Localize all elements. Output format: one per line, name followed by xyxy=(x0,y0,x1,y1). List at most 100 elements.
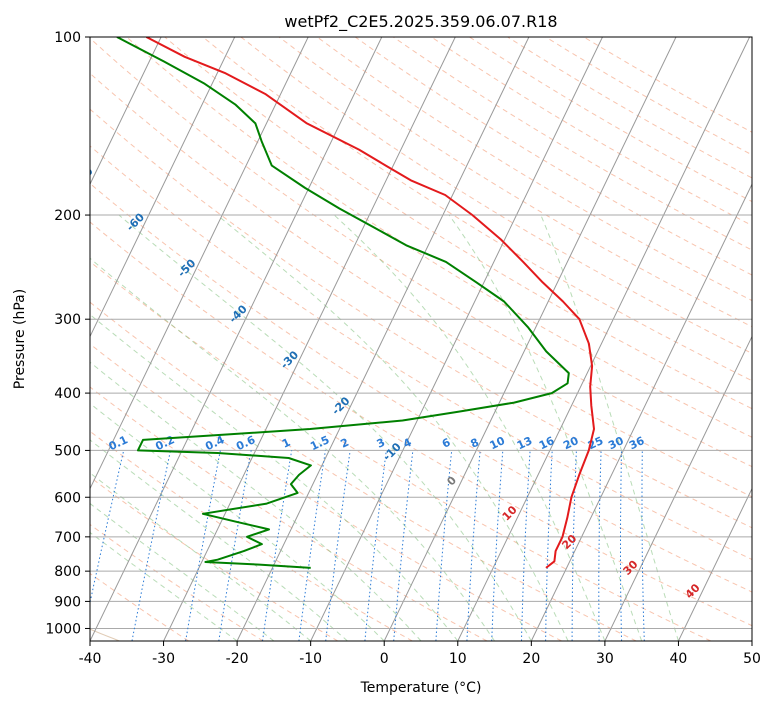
chart-title: wetPf2_C2E5.2025.359.06.07.R18 xyxy=(284,12,557,32)
y-tick-label: 800 xyxy=(54,564,81,580)
adiabat-lines xyxy=(90,37,752,641)
dry-adiabat-line xyxy=(90,476,339,641)
mixing-ratio-line xyxy=(598,450,602,641)
dry-adiabat-line xyxy=(90,572,189,641)
isotherm-line xyxy=(751,639,752,641)
mixing-ratio-line xyxy=(262,450,293,641)
dry-adiabat-line xyxy=(90,386,488,641)
dry-adiabat-line xyxy=(354,37,752,276)
dry-adiabat-line xyxy=(126,37,752,438)
dry-adiabat-line xyxy=(90,37,752,468)
adiabat-value-label: 40 xyxy=(683,581,703,601)
mixing-ratio-line xyxy=(364,450,387,641)
moist-adiabat-line xyxy=(333,214,606,641)
axis-ticks: -40 -30 -20 -10 0 10 20 30 40 5010009008007006005… xyxy=(45,30,761,667)
mixing-ratio-label: 20 xyxy=(561,434,581,452)
dewpoint-profile xyxy=(116,37,570,569)
moist-adiabat-line xyxy=(90,531,238,641)
x-tick-label: 20 xyxy=(522,651,540,667)
dry-adiabat-line xyxy=(469,37,752,203)
isotherm-line xyxy=(457,37,751,641)
isotherm-line xyxy=(236,37,530,641)
y-tick-label: 900 xyxy=(54,594,81,610)
plot-frame xyxy=(89,36,753,642)
moist-adiabat-line xyxy=(448,214,643,641)
x-tick-label: -30 xyxy=(152,651,175,667)
isotherm-line xyxy=(163,37,456,641)
adiabat-value-label: -50 xyxy=(175,256,198,279)
mixing-ratio-line xyxy=(393,450,414,641)
temperature-profile xyxy=(145,37,595,569)
mixing-ratio-line xyxy=(325,450,351,641)
mixing-ratio-line xyxy=(491,450,504,641)
y-tick-label: 400 xyxy=(54,386,81,402)
dry-adiabat-line xyxy=(316,37,752,302)
dry-adiabat-line xyxy=(507,37,752,179)
x-tick-label: 50 xyxy=(743,651,761,667)
moist-adiabat-line xyxy=(90,472,312,641)
x-tick-label: 10 xyxy=(449,651,467,667)
isotherm-line xyxy=(604,335,752,641)
dry-adiabat-line xyxy=(583,37,752,133)
mixing-ratio-line xyxy=(466,450,481,641)
dry-adiabat-line xyxy=(90,221,752,627)
mixing-ratio-line xyxy=(620,450,623,641)
dry-adiabat-line xyxy=(90,182,752,593)
mixing-ratio-label: 30 xyxy=(606,434,626,452)
x-tick-label: 30 xyxy=(596,651,614,667)
moist-adiabat-line xyxy=(118,214,532,641)
y-tick-label: 500 xyxy=(54,443,81,459)
y-tick-label: 100 xyxy=(54,30,81,46)
moist-adiabat-line xyxy=(90,402,385,641)
mixing-ratio-label: 36 xyxy=(627,434,647,452)
isotherm-line xyxy=(90,37,383,641)
profile-series xyxy=(116,37,595,569)
x-tick-label: 40 xyxy=(670,651,688,667)
moist-adiabat-line xyxy=(90,439,348,641)
dry-adiabat-line xyxy=(90,72,752,498)
adiabat-value-label: 30 xyxy=(621,558,641,578)
y-tick-label: 200 xyxy=(54,208,81,224)
dry-adiabat-line xyxy=(240,37,752,354)
moist-adiabat-line xyxy=(90,313,459,641)
isotherm-line xyxy=(90,37,162,186)
mixing-ratio-label: 10 xyxy=(488,434,508,452)
x-tick-label: -20 xyxy=(226,651,249,667)
adiabat-value-label: 10 xyxy=(500,503,520,523)
dry-adiabat-line xyxy=(164,37,752,410)
dry-adiabat-line xyxy=(90,343,562,641)
y-tick-label: 300 xyxy=(54,312,81,328)
isotherm-line xyxy=(530,183,752,641)
isotherm-line xyxy=(90,37,236,338)
adiabat-value-label: -20 xyxy=(329,394,352,417)
mixing-ratio-label: 13 xyxy=(515,434,534,452)
mixing-ratio-label: 4 xyxy=(401,436,414,451)
y-tick-label: 1000 xyxy=(45,621,81,637)
grid-lines xyxy=(90,37,752,641)
mixing-ratio-line xyxy=(185,450,221,641)
y-tick-label: 600 xyxy=(54,490,81,506)
dry-adiabat-line xyxy=(90,108,752,529)
isotherm-line xyxy=(383,37,677,641)
x-tick-label: -40 xyxy=(79,651,102,667)
adiabat-value-label: -30 xyxy=(278,348,301,371)
mixing-ratio-line xyxy=(90,450,125,605)
mixing-ratio-line xyxy=(298,450,326,641)
mixing-ratio-label: 16 xyxy=(537,434,557,452)
mixing-ratio-label: 8 xyxy=(469,436,481,451)
x-axis-label: Temperature (°C) xyxy=(360,680,482,696)
isotherm-line xyxy=(310,37,603,641)
mixing-ratio-line xyxy=(131,450,171,641)
moist-adiabat-line xyxy=(90,502,275,641)
mixing-ratio-label: 2 xyxy=(339,436,351,451)
dry-adiabat-line xyxy=(202,37,752,382)
adiabat-value-label: -70 xyxy=(72,164,95,187)
dry-adiabat-line xyxy=(90,523,264,641)
x-tick-label: 0 xyxy=(380,651,389,667)
mixing-ratio-label: 6 xyxy=(440,436,453,451)
dry-adiabat-line xyxy=(393,37,752,251)
mixing-ratio-line xyxy=(545,450,553,641)
x-tick-label: -10 xyxy=(299,651,322,667)
dry-adiabat-line xyxy=(90,145,752,561)
